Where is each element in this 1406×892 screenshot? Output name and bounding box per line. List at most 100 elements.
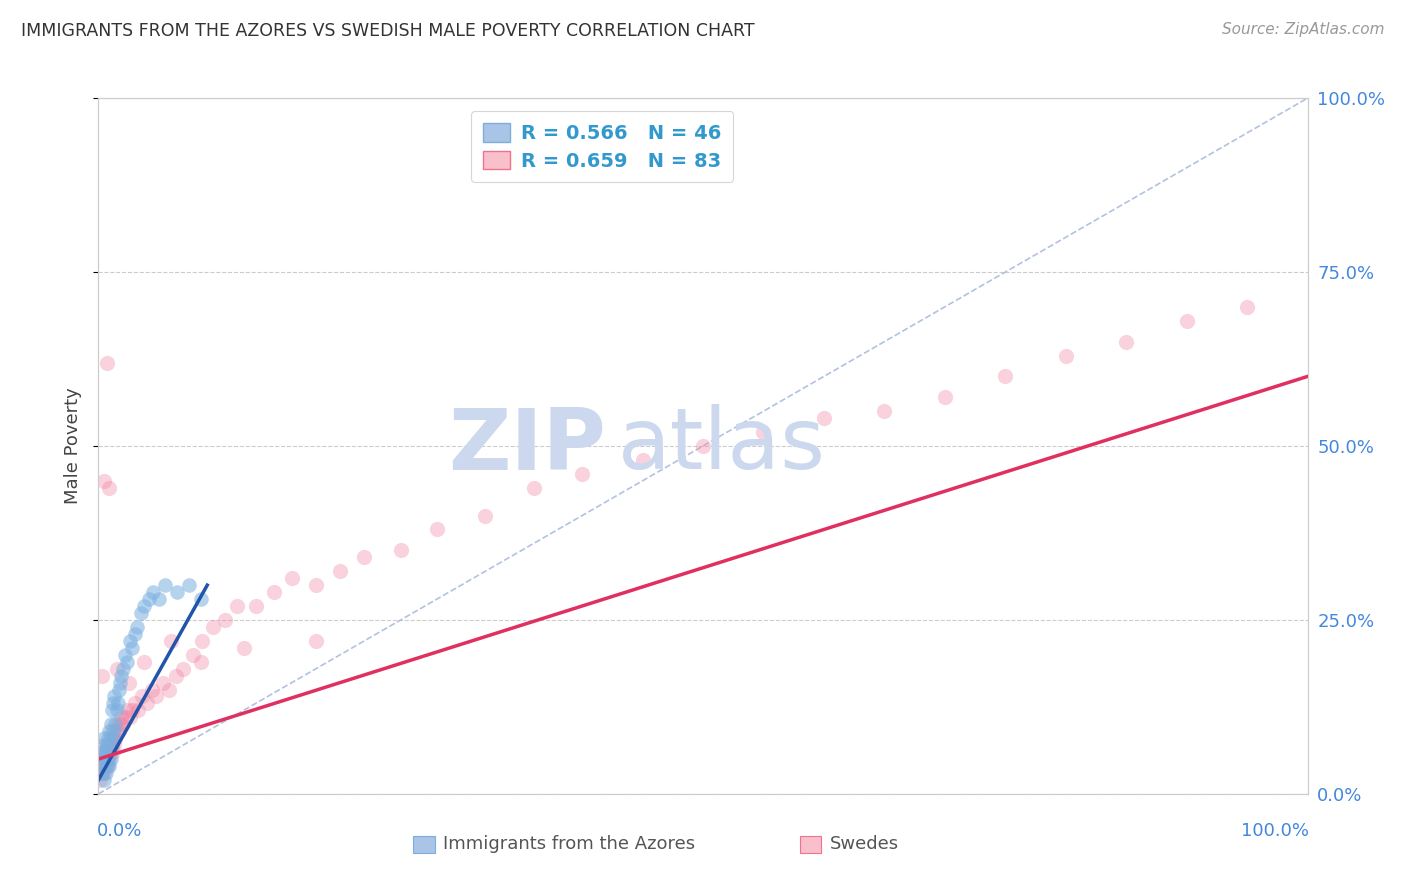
Point: [117, 655, 139, 669]
Point: [1175, 314, 1198, 328]
Point: [91, 668, 114, 682]
Point: [108, 675, 131, 690]
Point: [157, 682, 180, 697]
Point: [232, 640, 254, 655]
Point: [934, 390, 956, 404]
Point: [108, 717, 131, 731]
Point: [111, 717, 134, 731]
Point: [100, 703, 122, 717]
Text: Immigrants from the Azores: Immigrants from the Azores: [443, 835, 695, 854]
Point: [118, 633, 141, 648]
Point: [91, 745, 114, 759]
Point: [994, 369, 1017, 384]
Point: [305, 633, 328, 648]
Point: [263, 585, 285, 599]
Point: [93, 474, 115, 488]
Point: [153, 578, 176, 592]
Point: [121, 703, 143, 717]
Text: Swedes: Swedes: [830, 835, 898, 854]
Point: [110, 710, 132, 724]
Point: [389, 543, 412, 558]
Point: [103, 738, 125, 752]
Point: [118, 710, 141, 724]
Point: [98, 724, 121, 739]
Point: [98, 481, 121, 495]
Point: [131, 690, 153, 704]
Point: [172, 662, 194, 676]
Point: [152, 675, 174, 690]
Point: [100, 724, 122, 739]
Point: [202, 620, 225, 634]
Point: [692, 439, 714, 453]
Point: [142, 585, 165, 599]
Point: [191, 633, 214, 648]
Point: [96, 752, 118, 766]
Point: [97, 759, 120, 773]
Point: [97, 731, 120, 746]
Point: [103, 690, 125, 704]
Point: [281, 571, 304, 585]
Point: [124, 627, 146, 641]
Point: [100, 752, 122, 766]
Point: [138, 592, 160, 607]
Point: [96, 759, 118, 773]
Point: [91, 738, 114, 752]
Point: [107, 697, 129, 711]
Point: [90, 759, 112, 773]
Text: atlas: atlas: [619, 404, 827, 488]
Point: [226, 599, 249, 613]
Point: [105, 724, 128, 739]
Point: [105, 703, 128, 717]
Point: [94, 745, 117, 759]
Point: [93, 731, 115, 746]
Point: [117, 703, 139, 717]
Bar: [800, 836, 821, 853]
Point: [107, 717, 129, 731]
Point: [91, 766, 114, 780]
Point: [813, 411, 835, 425]
Point: [93, 772, 115, 787]
Point: [100, 738, 122, 752]
Point: [190, 592, 212, 607]
Point: [165, 668, 187, 682]
Point: [98, 752, 121, 766]
Point: [97, 752, 120, 766]
Point: [91, 766, 114, 780]
Point: [90, 752, 112, 766]
Point: [752, 425, 775, 439]
Point: [98, 738, 121, 752]
Point: [96, 738, 118, 752]
Point: [94, 759, 117, 773]
Point: [101, 697, 124, 711]
Point: [426, 523, 449, 537]
Point: [181, 648, 204, 662]
Point: [474, 508, 496, 523]
Point: [179, 578, 201, 592]
Point: [145, 690, 167, 704]
Point: [245, 599, 267, 613]
Point: [91, 745, 114, 759]
Point: [91, 759, 114, 773]
Point: [134, 655, 156, 669]
Point: [190, 655, 212, 669]
Point: [571, 467, 593, 481]
Point: [108, 724, 131, 739]
Point: [1115, 334, 1137, 349]
Bar: [413, 836, 434, 853]
Point: [124, 697, 146, 711]
Point: [523, 481, 546, 495]
Text: 100.0%: 100.0%: [1240, 822, 1309, 839]
Point: [89, 772, 111, 787]
Point: [118, 675, 141, 690]
Point: [127, 620, 149, 634]
Point: [111, 662, 134, 676]
Point: [104, 731, 127, 746]
Point: [166, 585, 188, 599]
Point: [134, 599, 156, 613]
Point: [114, 710, 136, 724]
Point: [148, 592, 170, 607]
Point: [96, 355, 118, 369]
Point: [93, 766, 115, 780]
Text: IMMIGRANTS FROM THE AZORES VS SWEDISH MALE POVERTY CORRELATION CHART: IMMIGRANTS FROM THE AZORES VS SWEDISH MA…: [21, 22, 755, 40]
Point: [129, 606, 152, 620]
